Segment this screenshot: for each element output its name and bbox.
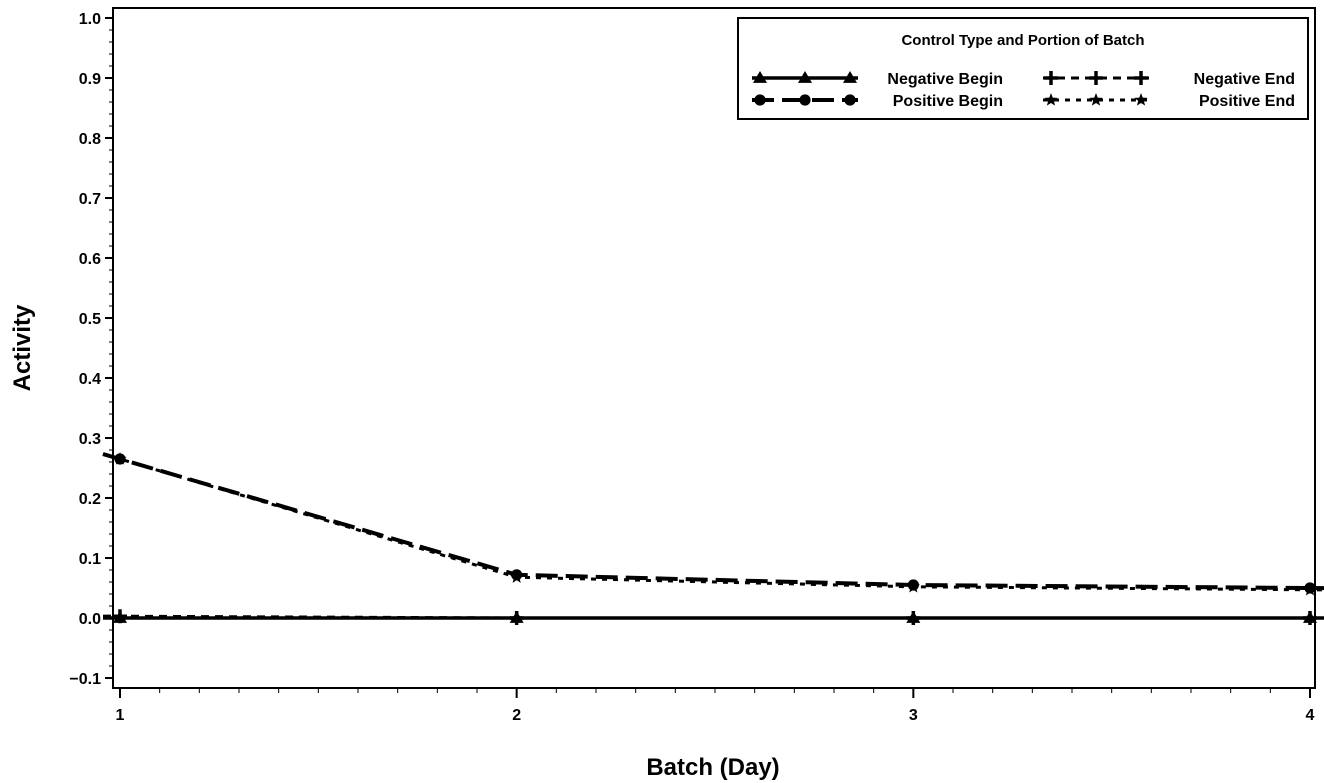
star-marker	[1089, 93, 1103, 106]
series-layer	[102, 452, 1324, 625]
plus-marker	[1044, 71, 1058, 85]
triangle-marker	[753, 71, 767, 83]
x-axis: 1 2 3 4	[116, 688, 1315, 724]
y-tick-label: 0.0	[79, 611, 101, 628]
legend-box	[737, 17, 1309, 120]
x-tick-label: 4	[1306, 707, 1315, 724]
plus-marker	[906, 611, 921, 625]
series-line	[102, 452, 1324, 592]
legend-label: Positive Begin	[893, 93, 1003, 110]
y-axis-title: Activity	[9, 304, 36, 391]
plot-area-frame	[112, 7, 1316, 689]
star-marker	[1134, 93, 1148, 106]
legend-title: Control Type and Portion of Batch	[901, 32, 1144, 49]
legend-entry: Negative End	[1043, 71, 1295, 88]
legend-label: Positive End	[1199, 93, 1295, 110]
star-marker	[1044, 93, 1058, 106]
plus-marker	[509, 611, 524, 625]
plus-marker	[1303, 611, 1317, 625]
legend-entry: Positive Begin	[752, 93, 1003, 110]
y-tick-label: 0.5	[79, 311, 101, 328]
y-tick-label: 0.4	[79, 371, 101, 388]
plus-marker	[113, 609, 127, 624]
legend-entry: Negative Begin	[752, 71, 1003, 88]
legend-label: Negative End	[1194, 71, 1295, 88]
legend-label: Negative Begin	[887, 71, 1003, 88]
star-marker	[113, 452, 127, 465]
x-tick-label: 1	[116, 707, 125, 724]
series-positive-end	[102, 452, 1324, 596]
plus-marker	[1089, 71, 1103, 85]
series-line	[102, 452, 1324, 591]
x-axis-title: Batch (Day)	[646, 754, 779, 781]
triangle-marker	[843, 71, 857, 83]
star-marker	[906, 579, 920, 593]
x-tick-label: 2	[512, 707, 521, 724]
circle-marker	[799, 94, 811, 106]
legend-entries: Negative Begin Negative End Positive Begin…	[752, 71, 1295, 110]
y-tick-label: 0.2	[79, 491, 101, 508]
series-negative-end	[102, 609, 1324, 625]
triangle-marker	[798, 71, 812, 83]
legend-entry: Positive End	[1043, 93, 1295, 110]
circle-marker	[754, 94, 766, 106]
y-tick-label: 0.9	[79, 71, 101, 88]
circle-marker	[844, 94, 856, 106]
y-tick-label: 0.1	[79, 551, 101, 568]
y-tick-label: −0.1	[69, 671, 101, 688]
x-tick-label: 3	[909, 707, 918, 724]
legend: Control Type and Portion of Batch Negati…	[737, 17, 1309, 120]
y-tick-label: 0.8	[79, 131, 101, 148]
y-tick-label: 1.0	[79, 11, 101, 28]
series-positive-begin	[102, 452, 1324, 594]
y-tick-label: 0.3	[79, 431, 101, 448]
star-marker	[510, 570, 524, 583]
y-tick-label: 0.7	[79, 191, 101, 208]
y-axis: −0.1 0.0 0.1 0.2 0.3 0.4 0.5 0.6 0.7 0.8 0.9 1.0	[69, 11, 113, 688]
star-marker	[1303, 582, 1317, 596]
plus-marker	[1134, 71, 1148, 85]
y-tick-label: 0.6	[79, 251, 101, 268]
